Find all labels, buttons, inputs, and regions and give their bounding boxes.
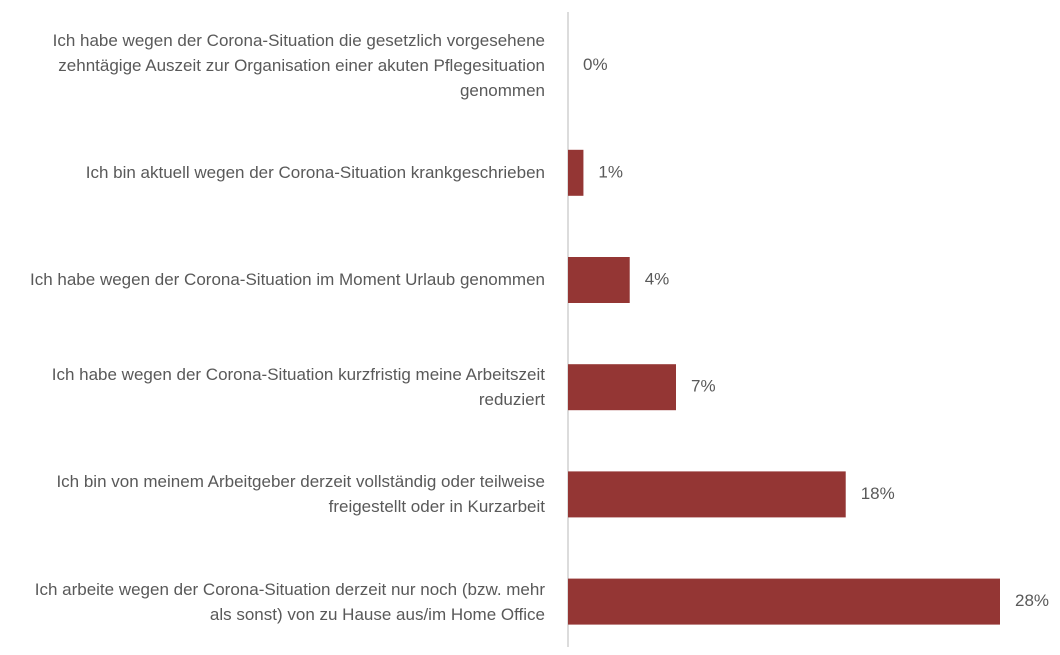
value-label: 7% [691,377,716,396]
category-label: Ich habe wegen der Corona-Situation kurz… [51,365,545,410]
bar [568,471,846,518]
value-label: 28% [1015,591,1049,610]
category-label: Ich bin aktuell wegen der Corona-Situati… [85,163,545,183]
value-label: 0% [583,55,608,74]
category-label: Ich arbeite wegen der Corona-Situation d… [34,579,545,624]
category-label: Ich habe wegen der Corona-Situation die … [52,31,545,101]
bar [568,364,676,411]
value-label: 4% [645,269,670,288]
bar [568,257,630,303]
category-label: Ich habe wegen der Corona-Situation im M… [30,270,545,290]
category-label: Ich bin von meinem Arbeitgeber derzeit v… [56,472,545,517]
value-label: 18% [861,484,895,503]
bar [568,578,1000,625]
value-label: 1% [598,162,623,181]
bar [568,149,584,196]
